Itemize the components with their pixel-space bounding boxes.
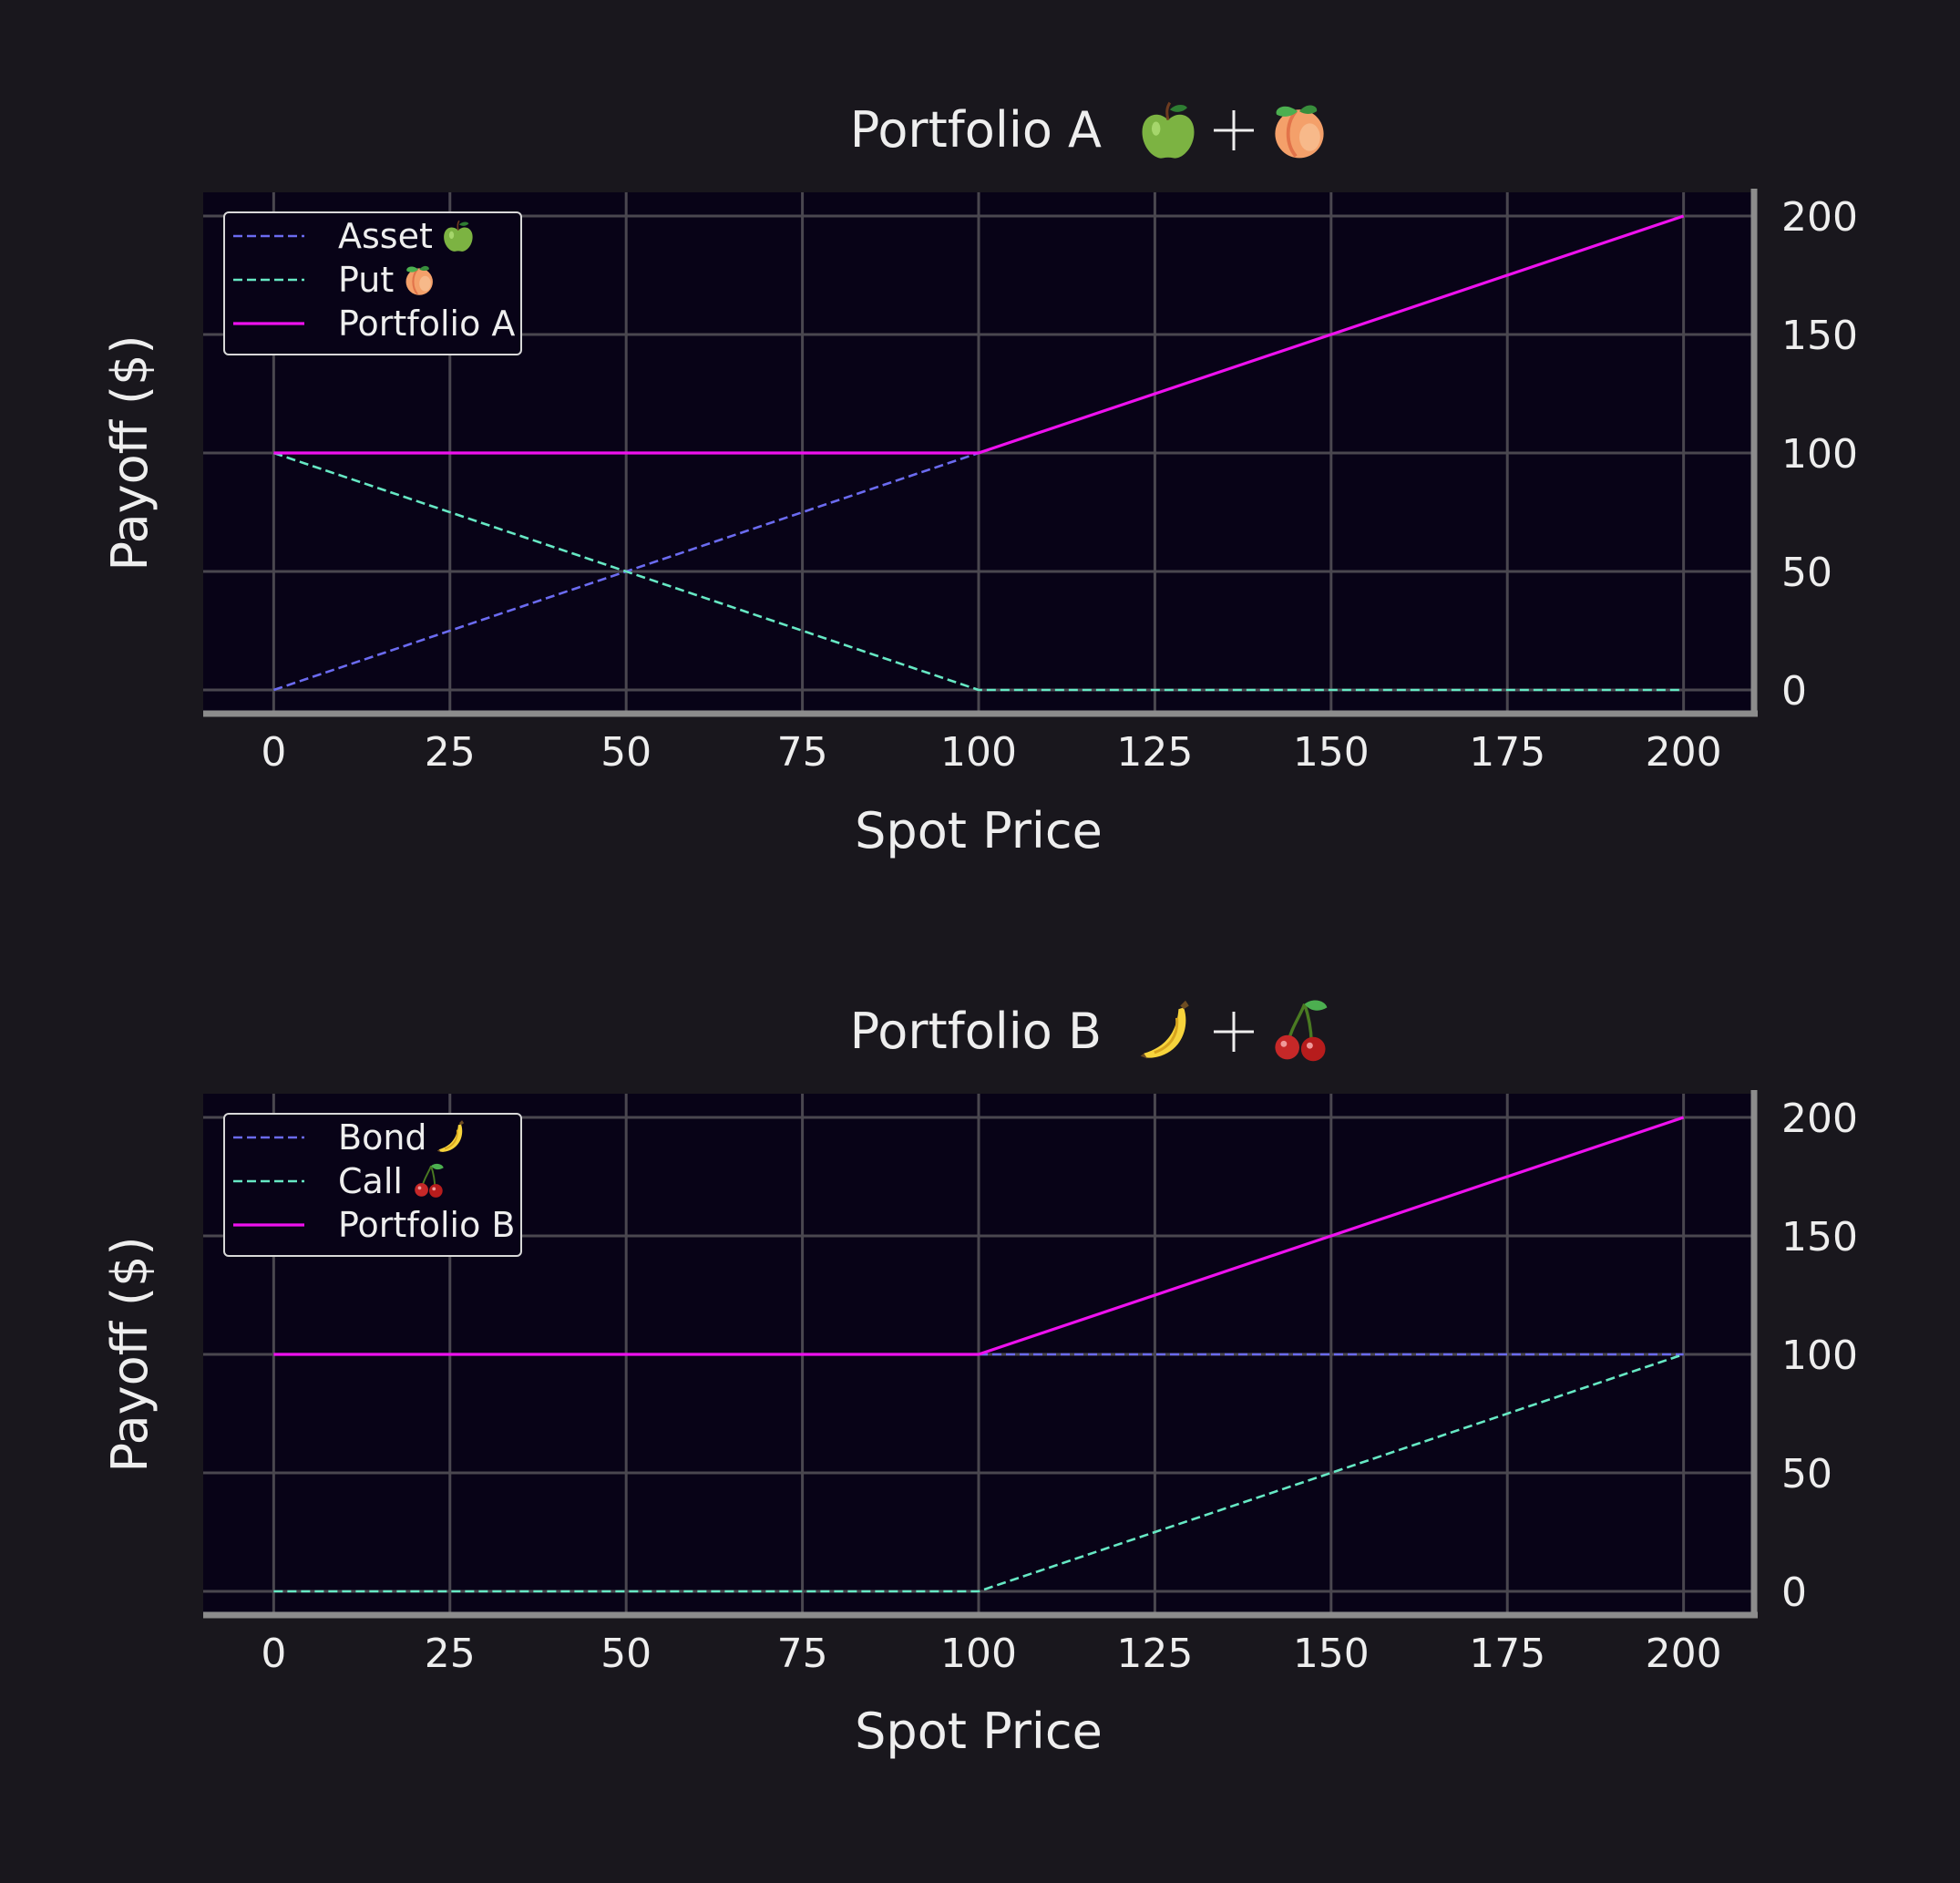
y-tick-label: 50 <box>1781 550 1832 596</box>
apple-leaf <box>1169 104 1187 112</box>
x-tick-label: 0 <box>261 729 286 776</box>
green-apple-icon <box>444 220 473 252</box>
legend-frame <box>223 211 522 355</box>
x-tick-label: 200 <box>1646 1631 1722 1677</box>
cherry-left <box>1275 1034 1299 1060</box>
legend-label: Portfolio B <box>338 1205 515 1245</box>
cherry-icon <box>1275 1000 1328 1062</box>
peach-shine <box>419 275 431 292</box>
y-axis-label: Payoff ($) <box>101 334 159 571</box>
apple-body <box>444 227 473 252</box>
x-tick-label: 125 <box>1116 729 1193 776</box>
cherry-right <box>1300 1036 1326 1062</box>
peach-crease <box>412 268 418 295</box>
x-tick-label: 50 <box>600 729 652 776</box>
legend-label: Put <box>338 260 394 300</box>
banana-stem <box>458 1120 465 1126</box>
x-tick-label: 175 <box>1469 729 1545 776</box>
apple-body <box>1142 114 1195 159</box>
x-tick-label: 175 <box>1469 1631 1545 1677</box>
banana-tip <box>1140 1053 1148 1059</box>
y-tick-label: 100 <box>1781 431 1858 478</box>
x-tick-label: 75 <box>777 729 828 776</box>
apple-shine <box>448 231 455 240</box>
y-tick-label: 0 <box>1781 668 1807 715</box>
y-tick-label: 50 <box>1781 1451 1832 1497</box>
cherry-leaf <box>1304 1000 1328 1011</box>
banana-body <box>1143 1007 1186 1058</box>
legend-label: Bond <box>338 1117 427 1158</box>
peach-leaf <box>419 265 429 272</box>
peach-leaf <box>406 266 419 273</box>
x-axis-label: Spot Price <box>855 1703 1103 1760</box>
series-line <box>273 1353 1685 1593</box>
chart-panel-2: 0 25 50 75 100 125 150 175 200 0 50 100 150 200 Spot P… <box>101 1000 1858 1760</box>
x-tick-label: 25 <box>425 1631 476 1677</box>
apple-stem <box>1165 101 1172 120</box>
banana-body <box>438 1124 463 1152</box>
x-tick-label: 0 <box>261 1631 286 1677</box>
cherry-shine <box>417 1186 422 1190</box>
legend-label: Asset <box>338 216 433 256</box>
y-tick-label: 200 <box>1781 1096 1858 1142</box>
y-tick-label: 0 <box>1781 1569 1807 1616</box>
cherry-shine <box>432 1187 436 1191</box>
legend-label: Call <box>338 1161 403 1201</box>
green-apple-icon <box>1142 101 1195 159</box>
banana-stem <box>1180 1000 1189 1010</box>
cherry-leaf <box>431 1163 444 1170</box>
y-axis-label: Payoff ($) <box>101 1236 159 1472</box>
banana-ridge <box>1154 1017 1179 1055</box>
cherry-left <box>415 1183 428 1197</box>
x-tick-label: 150 <box>1293 1631 1370 1677</box>
x-tick-label: 200 <box>1646 729 1722 776</box>
x-tick-label: 100 <box>940 729 1017 776</box>
x-tick-label: 150 <box>1293 729 1370 776</box>
x-axis-label: Spot Price <box>855 802 1103 859</box>
banana-icon <box>436 1120 465 1153</box>
peach-icon <box>1275 105 1324 159</box>
x-tick-label: 75 <box>777 1631 828 1677</box>
chart-title: Portfolio A <box>850 101 1102 159</box>
y-tick-label: 150 <box>1781 1214 1858 1260</box>
x-tick-label: 100 <box>940 1631 1017 1677</box>
series-line <box>273 214 1685 455</box>
chart-panel-1: 0 25 50 75 100 125 150 175 200 0 50 100 150 200 Spot P… <box>101 101 1858 859</box>
peach-leaf <box>1276 106 1298 117</box>
legend-label: Portfolio A <box>338 304 515 344</box>
y-tick-label: 200 <box>1781 194 1858 241</box>
series-line <box>273 1116 1685 1356</box>
series-line <box>272 451 1684 692</box>
y-tick-label: 150 <box>1781 313 1858 359</box>
x-tick-label: 25 <box>425 729 476 776</box>
x-tick-label: 125 <box>1116 1631 1193 1677</box>
cherry-shine <box>1280 1040 1288 1047</box>
cherry-icon <box>415 1163 444 1198</box>
apple-shine <box>1151 121 1161 136</box>
chart-title: Portfolio B <box>850 1003 1102 1060</box>
banana-icon <box>1140 1000 1189 1059</box>
peach-shine <box>1299 123 1320 151</box>
cherry-right <box>428 1184 443 1198</box>
peach-icon <box>405 265 433 295</box>
apple-leaf <box>458 221 469 226</box>
apple-stem <box>457 220 460 231</box>
x-tick-label: 50 <box>600 1631 652 1677</box>
peach-leaf <box>1299 105 1318 114</box>
y-tick-label: 100 <box>1781 1333 1858 1379</box>
peach-crease <box>1286 109 1298 158</box>
banana-ridge <box>444 1129 458 1150</box>
cherry-shine <box>1306 1042 1313 1049</box>
